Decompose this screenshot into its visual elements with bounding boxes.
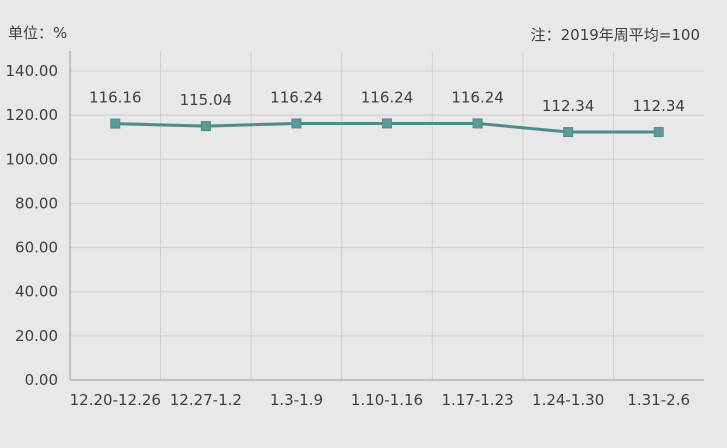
data-label: 116.24 [451,88,504,106]
y-tick-label: 40.00 [15,283,58,301]
unit-label: 单位：% [8,24,67,42]
x-tick-label: 12.27-1.2 [170,391,242,409]
x-tick-label: 1.10-1.16 [351,391,423,409]
x-tick-label: 12.20-12.26 [70,391,161,409]
x-tick-label: 1.31-2.6 [627,391,690,409]
note-label: 注：2019年周平均=100 [531,26,700,44]
series-layer [110,118,664,138]
y-tick-label: 20.00 [15,327,58,345]
data-point-marker [200,121,211,132]
data-label: 112.34 [632,97,685,115]
gridlines [70,51,704,380]
y-tick-label: 0.00 [25,371,58,389]
data-labels: 116.16 115.04 116.24 116.24 116.24 112.34 112.… [89,88,685,115]
data-label: 116.24 [270,88,323,106]
data-label: 116.16 [89,89,142,107]
y-tick-label: 80.00 [15,194,58,212]
data-point-marker [291,118,302,129]
data-point-marker [110,118,121,129]
data-point-marker [563,127,574,138]
data-label: 116.24 [361,88,414,106]
data-label: 112.34 [542,97,595,115]
y-tick-label: 140.00 [6,62,59,80]
y-tick-label: 100.00 [6,150,59,168]
data-label: 115.04 [180,91,233,109]
data-point-marker [653,127,664,138]
x-tick-label: 1.3-1.9 [270,391,323,409]
x-tick-label: 1.24-1.30 [532,391,604,409]
data-point-marker [382,118,392,129]
x-tick-label: 1.17-1.23 [441,391,513,409]
y-tick-label: 120.00 [6,106,59,124]
y-tick-label: 60.00 [15,239,58,257]
data-point-marker [472,118,483,129]
axes: 0.00 20.00 40.00 60.00 80.00 100.00 120.00 140.… [6,51,704,409]
